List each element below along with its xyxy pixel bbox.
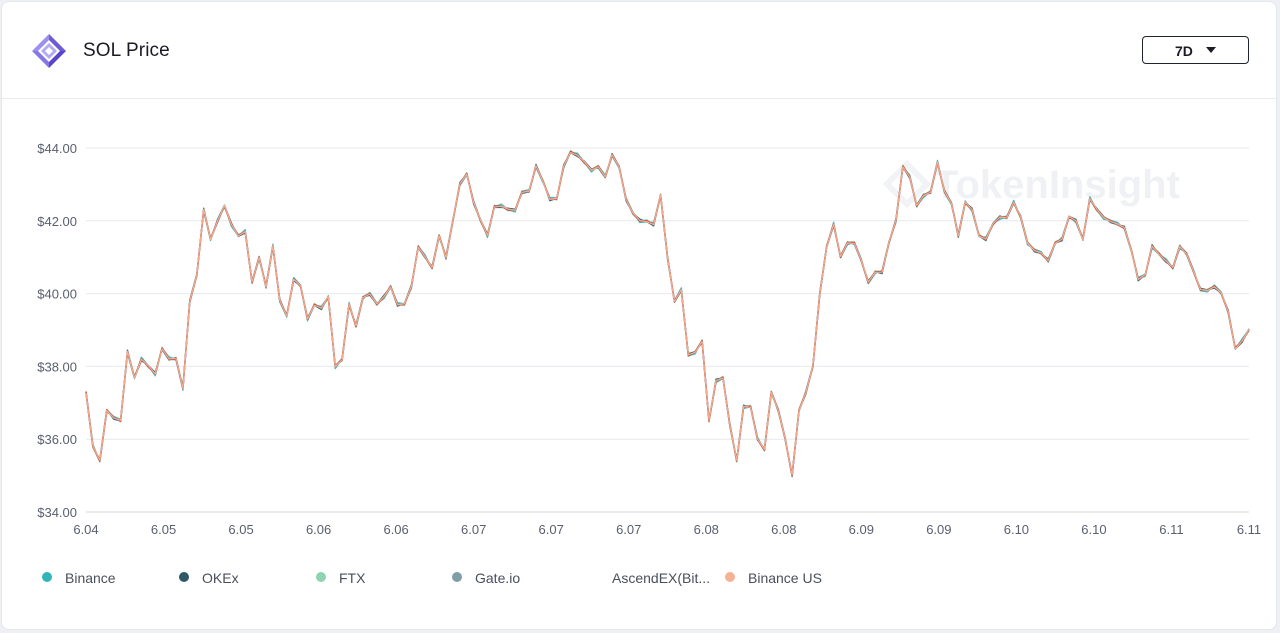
y-tick-label: $34.00 — [37, 505, 77, 520]
x-tick-label: 6.10 — [1004, 522, 1029, 537]
chart-legend: Binance OKEx FTX Gate.io AscendEX(Bit...… — [2, 568, 1276, 590]
watermark-text: TokenInsight — [934, 163, 1180, 207]
x-tick-label: 6.07 — [461, 522, 486, 537]
legend-dot — [452, 572, 462, 582]
watermark-logo-icon — [882, 159, 932, 209]
page-title: SOL Price — [83, 40, 170, 61]
x-tick-label: 6.05 — [228, 522, 253, 537]
x-tick-label: 6.11 — [1237, 522, 1261, 537]
legend-dot — [725, 572, 735, 582]
y-tick-label: $42.00 — [37, 214, 77, 229]
y-tick-label: $44.00 — [37, 141, 77, 156]
legend-dot — [589, 572, 599, 582]
legend-dot — [42, 572, 52, 582]
legend-label: Binance — [65, 570, 116, 586]
legend-label: OKEx — [202, 570, 239, 586]
time-range-dropdown[interactable]: 7D — [1142, 36, 1249, 64]
caret-down-icon — [1206, 47, 1216, 53]
legend-label: Gate.io — [475, 570, 521, 586]
grid-lines — [86, 147, 1249, 513]
y-tick-label: $38.00 — [37, 359, 77, 374]
x-tick-label: 6.09 — [849, 522, 874, 537]
x-tick-label: 6.07 — [616, 522, 641, 537]
legend-label: AscendEX(Bit... — [612, 570, 711, 586]
series-lines — [85, 149, 1250, 478]
price-chart: TokenInsight $34.00 $36.00 $38.00 $40.00 $42… — [37, 141, 1261, 537]
watermark: TokenInsight — [882, 159, 1180, 209]
x-tick-label: 6.08 — [694, 522, 719, 537]
legend-label: FTX — [339, 570, 366, 586]
card-header: SOL Price 7D — [2, 2, 1276, 99]
x-tick-label: 6.04 — [73, 522, 98, 537]
x-tick-label: 6.10 — [1081, 522, 1106, 537]
series-line-binance-us — [85, 151, 1250, 476]
y-tick-label: $36.00 — [37, 432, 77, 447]
x-tick-label: 6.08 — [771, 522, 796, 537]
legend-label: Binance US — [748, 570, 822, 586]
x-tick-label: 6.05 — [151, 522, 176, 537]
x-tick-label: 6.09 — [926, 522, 951, 537]
x-tick-label: 6.11 — [1159, 522, 1183, 537]
x-axis-labels: 6.04 6.05 6.05 6.06 6.06 6.07 6.07 6.07 6.08 6.08… — [73, 522, 1261, 537]
time-range-label: 7D — [1175, 43, 1193, 59]
y-tick-label: $40.00 — [37, 287, 77, 302]
y-axis-labels: $34.00 $36.00 $38.00 $40.00 $42.00 $44.00 — [37, 141, 77, 520]
legend-dot — [316, 572, 326, 582]
x-tick-label: 6.06 — [383, 522, 408, 537]
tokeninsight-logo-icon — [32, 34, 66, 68]
legend-dot — [179, 572, 189, 582]
x-tick-label: 6.07 — [539, 522, 564, 537]
x-tick-label: 6.06 — [306, 522, 331, 537]
